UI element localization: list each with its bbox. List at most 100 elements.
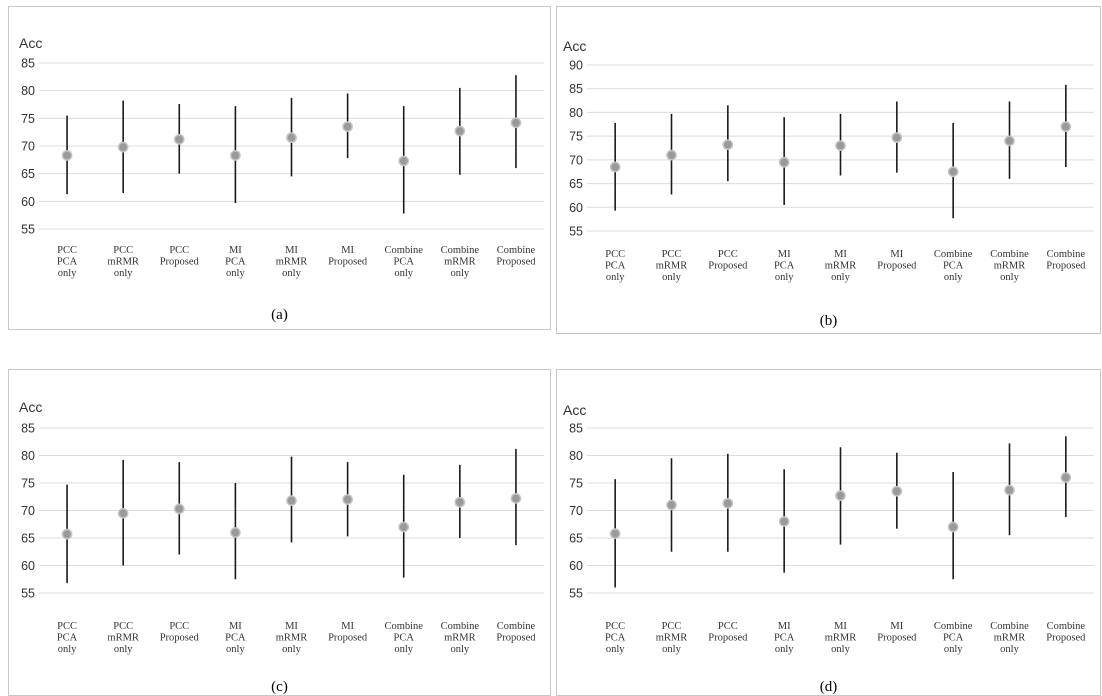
x-category-label: PCC — [662, 621, 682, 632]
chart-svg: Acc55606570758085PCCPCAonlyPCCmRMRonlyPC… — [19, 399, 544, 695]
panel-label: (d) — [820, 679, 838, 695]
x-category-label: MI — [341, 621, 354, 632]
x-category-label: PCA — [57, 257, 78, 268]
y-tick-label: 70 — [569, 153, 583, 167]
x-category-label: mRMR — [656, 633, 688, 644]
mean-marker — [947, 166, 959, 178]
x-category-label: MI — [229, 245, 242, 256]
y-tick-label: 85 — [21, 422, 35, 436]
x-category-label: PCA — [225, 633, 246, 644]
x-category-label: PCA — [605, 633, 626, 644]
x-category-label: only — [394, 268, 413, 279]
x-category-label: PCA — [57, 633, 78, 644]
x-category-label: only — [662, 644, 681, 655]
mean-marker — [398, 155, 410, 167]
mean-marker — [117, 507, 129, 519]
mean-marker — [454, 125, 466, 137]
panel-label: (a) — [271, 307, 288, 323]
x-category-label: PCA — [605, 261, 626, 272]
x-category-label: mRMR — [276, 257, 308, 268]
x-category-label: PCC — [605, 621, 625, 632]
chart-panel-b: Acc 55 60 65 70 75 80 85 90 PCC PCA only PCC mRMR only… — [556, 6, 1101, 334]
x-category-label: mRMR — [107, 257, 139, 268]
panel-label: (c) — [271, 679, 288, 695]
y-tick-label: 55 — [21, 587, 35, 601]
x-category-label: mRMR — [444, 257, 476, 268]
x-category-label: Proposed — [328, 257, 368, 268]
x-category-label: only — [226, 268, 245, 279]
x-category-label: Combine — [497, 621, 536, 632]
x-category-label: Proposed — [160, 257, 200, 268]
x-category-label: mRMR — [107, 633, 139, 644]
x-category-label: PCC — [605, 249, 625, 260]
y-tick-label: 55 — [569, 587, 583, 601]
x-category-label: only — [58, 644, 77, 655]
x-category-label: Proposed — [877, 261, 917, 272]
y-tick-label: 55 — [569, 225, 583, 239]
mean-marker — [1004, 484, 1015, 496]
mean-marker — [230, 527, 241, 538]
x-category-label: Combine — [441, 245, 480, 256]
y-tick-label: 85 — [21, 57, 35, 71]
x-category-label: PCA — [225, 257, 246, 268]
chart-svg: Acc55606570758085PCCPCAonlyPCCmRMRonlyPC… — [563, 402, 1094, 695]
x-category-label: Proposed — [708, 261, 748, 272]
x-category-label: PCC — [662, 249, 682, 260]
x-category-label: PCA — [394, 257, 415, 268]
x-category-label: PCC — [169, 621, 189, 632]
x-category-label: mRMR — [994, 633, 1026, 644]
x-category-label: Proposed — [328, 633, 368, 644]
panel-label: (b) — [820, 313, 838, 329]
mean-marker — [722, 139, 734, 151]
mean-marker — [835, 490, 846, 502]
y-tick-label: 65 — [21, 532, 35, 546]
y-axis-title: Acc — [19, 35, 42, 51]
x-category-label: Proposed — [708, 633, 748, 644]
x-category-label: Combine — [990, 249, 1029, 260]
x-category-label: MI — [834, 249, 847, 260]
x-category-label: mRMR — [276, 633, 308, 644]
y-tick-label: 60 — [21, 195, 35, 209]
x-category-label: MI — [778, 621, 791, 632]
x-category-label: mRMR — [825, 633, 857, 644]
x-category-label: PCC — [169, 245, 189, 256]
x-category-label: Proposed — [496, 257, 536, 268]
x-category-label: only — [831, 272, 850, 283]
x-category-label: PCC — [718, 621, 738, 632]
y-tick-label: 60 — [21, 559, 35, 573]
x-category-label: only — [775, 272, 794, 283]
mean-marker — [835, 140, 846, 151]
x-category-label: Proposed — [1046, 633, 1086, 644]
y-tick-label: 85 — [569, 82, 583, 96]
mean-marker — [666, 499, 677, 511]
y-tick-label: 75 — [569, 477, 583, 491]
x-category-label: Combine — [441, 621, 480, 632]
x-category-label: MI — [890, 249, 903, 260]
x-category-label: only — [831, 644, 850, 655]
y-tick-label: 80 — [569, 449, 583, 463]
mean-marker — [666, 149, 677, 161]
y-tick-label: 75 — [569, 130, 583, 144]
y-tick-label: 70 — [21, 140, 35, 154]
x-category-label: only — [944, 644, 963, 655]
x-category-label: PCC — [718, 249, 738, 260]
x-category-label: only — [114, 268, 133, 279]
x-category-label: Combine — [1047, 249, 1086, 260]
x-category-label: PCA — [774, 633, 795, 644]
y-tick-label: 70 — [21, 504, 35, 518]
mean-marker — [722, 498, 734, 509]
mean-marker — [61, 528, 73, 540]
x-category-label: only — [662, 272, 681, 283]
x-category-label: PCA — [394, 633, 415, 644]
y-tick-label: 65 — [569, 532, 583, 546]
y-axis-title: Acc — [563, 38, 586, 54]
x-category-label: only — [282, 644, 301, 655]
chart-panel-d: Acc 55 60 65 70 75 80 85 PCC PCA only PCC mRMR only PC… — [556, 369, 1101, 696]
x-category-label: Proposed — [160, 633, 200, 644]
x-category-label: only — [1000, 272, 1019, 283]
mean-marker — [609, 161, 621, 173]
x-category-label: only — [1000, 644, 1019, 655]
y-tick-label: 70 — [569, 504, 583, 518]
x-category-label: only — [394, 644, 413, 655]
y-tick-label: 65 — [569, 177, 583, 191]
